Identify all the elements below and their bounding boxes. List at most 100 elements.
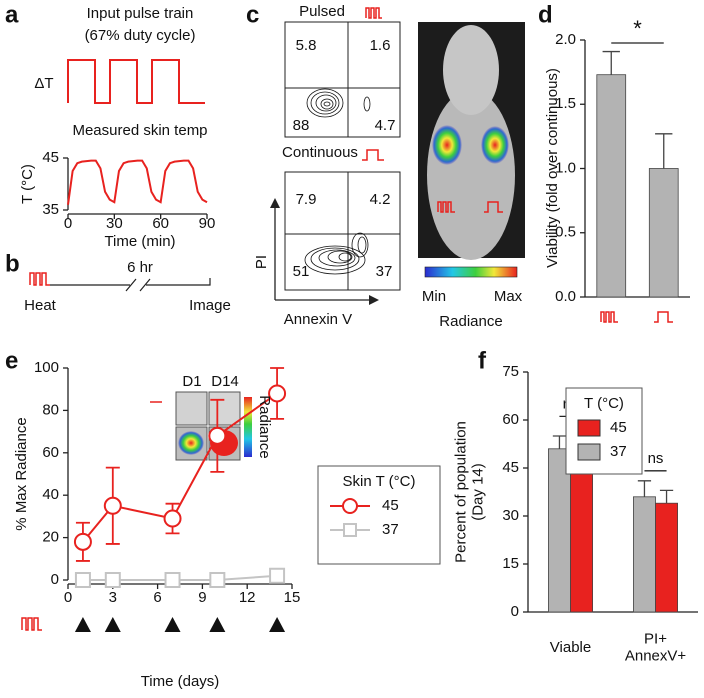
signal bbox=[432, 125, 462, 165]
y-tick-label: 0 bbox=[51, 571, 59, 588]
y-axis-label: % Max Radiance bbox=[13, 417, 30, 530]
y-tick-label: 30 bbox=[502, 507, 519, 524]
contours bbox=[306, 88, 371, 118]
colorbar bbox=[244, 397, 252, 457]
quadrant-value: 5.8 bbox=[296, 37, 317, 54]
arrowhead bbox=[369, 295, 379, 305]
y-axis-label: Percent of population(Day 14) bbox=[452, 421, 486, 563]
y-tick-label: 60 bbox=[42, 444, 59, 461]
legend-label: 45 bbox=[610, 419, 627, 436]
bar bbox=[655, 502, 679, 613]
legend-title: Skin T (°C) bbox=[343, 473, 416, 490]
treatment-marker bbox=[269, 617, 286, 632]
colorbar-title: Radiance bbox=[439, 313, 502, 330]
inset-image bbox=[175, 391, 208, 426]
y-tick-label: 1.0 bbox=[555, 159, 576, 176]
quadrant-value: 4.2 bbox=[370, 191, 391, 208]
x-tick-label: 3 bbox=[109, 589, 117, 606]
y-tick-label: 60 bbox=[502, 411, 519, 428]
error-bar bbox=[552, 435, 567, 449]
data-point bbox=[209, 572, 226, 588]
pulse-icon bbox=[21, 617, 42, 631]
x-axis-label: Time (days) bbox=[141, 673, 220, 690]
y-axis-label: Viability (fold over continuous) bbox=[544, 68, 561, 268]
data-point bbox=[268, 384, 287, 403]
treatment-marker bbox=[209, 617, 226, 632]
contours bbox=[304, 232, 369, 275]
x-tick-label: 90 bbox=[199, 215, 216, 232]
inset-label: D14 bbox=[211, 373, 239, 390]
data-point bbox=[208, 426, 227, 445]
inset-label: D1 bbox=[182, 373, 201, 390]
mouse-head bbox=[443, 25, 499, 115]
error-bar bbox=[602, 50, 620, 75]
legend-title: T (°C) bbox=[584, 395, 624, 412]
y-tick-label: 1.5 bbox=[555, 95, 576, 112]
timeline-label: Heat bbox=[24, 297, 57, 314]
x-tick-label: 0 bbox=[64, 589, 72, 606]
quadrant-value: 37 bbox=[376, 263, 393, 280]
signal bbox=[481, 126, 509, 164]
data-point bbox=[73, 532, 92, 551]
legend-marker bbox=[343, 523, 357, 537]
data-point bbox=[104, 572, 121, 588]
data-point bbox=[103, 496, 122, 515]
x-tick-label: 15 bbox=[284, 589, 301, 606]
y-tick-label: 75 bbox=[502, 363, 519, 380]
y-tick-label: 80 bbox=[42, 401, 59, 418]
pulse-icon bbox=[365, 7, 382, 19]
bar bbox=[633, 496, 656, 613]
continuous-icon bbox=[362, 149, 384, 161]
legend-swatch bbox=[577, 419, 601, 437]
panel-title: Input pulse train bbox=[87, 5, 194, 22]
data-point bbox=[74, 572, 91, 588]
quadrant-value: 7.9 bbox=[296, 191, 317, 208]
signal bbox=[178, 431, 204, 455]
continuous-icon bbox=[484, 201, 503, 213]
x-tick-label: 0 bbox=[64, 215, 72, 232]
legend-label: 37 bbox=[610, 443, 627, 460]
y-tick-label: 100 bbox=[34, 359, 59, 376]
timeline bbox=[50, 278, 211, 292]
plot-title: Continuous bbox=[282, 144, 358, 161]
panel-subtitle: (67% duty cycle) bbox=[85, 27, 196, 44]
significance-label: ns bbox=[648, 450, 664, 467]
x-tick-label: Viable bbox=[550, 639, 591, 656]
data-point bbox=[164, 572, 181, 588]
y-tick-label: 15 bbox=[502, 555, 519, 572]
legend-label: 45 bbox=[382, 497, 399, 514]
x-tick-label: PI+ AnnexV+ bbox=[625, 630, 687, 664]
colorbar bbox=[424, 266, 518, 278]
colorbar-label: Min bbox=[422, 288, 446, 305]
colorbar-label: Max bbox=[494, 288, 523, 305]
axis-label: PI bbox=[253, 255, 270, 269]
timeline-label: Image bbox=[189, 297, 231, 314]
y-axis-label: T (°C) bbox=[19, 164, 36, 204]
legend-marker bbox=[342, 498, 358, 514]
timeline-label: 6 hr bbox=[127, 259, 153, 276]
panel-label: d bbox=[538, 1, 553, 28]
x-tick-label: 30 bbox=[106, 215, 123, 232]
error-bar bbox=[659, 489, 674, 504]
pulse-icon bbox=[600, 311, 618, 323]
inset-scale-label: Radiance bbox=[256, 395, 273, 458]
treatment-marker bbox=[164, 617, 181, 632]
continuous-icon bbox=[654, 311, 673, 323]
y-tick-label: 45 bbox=[502, 459, 519, 476]
pulse-icon bbox=[437, 201, 455, 213]
data-line bbox=[67, 159, 208, 205]
data-point bbox=[269, 567, 286, 584]
data-point bbox=[163, 509, 182, 528]
y-tick-label: 45 bbox=[42, 149, 59, 166]
x-tick-label: 12 bbox=[239, 589, 256, 606]
x-tick-label: 60 bbox=[152, 215, 169, 232]
legend-label: 37 bbox=[382, 521, 399, 538]
bar bbox=[648, 168, 679, 298]
y-tick-label: 0 bbox=[511, 603, 519, 620]
panel-label: a bbox=[5, 1, 19, 28]
x-tick-label: 9 bbox=[198, 589, 206, 606]
y-tick-label: 0.0 bbox=[555, 288, 576, 305]
error-bar bbox=[637, 480, 652, 497]
legend-swatch bbox=[577, 443, 601, 461]
